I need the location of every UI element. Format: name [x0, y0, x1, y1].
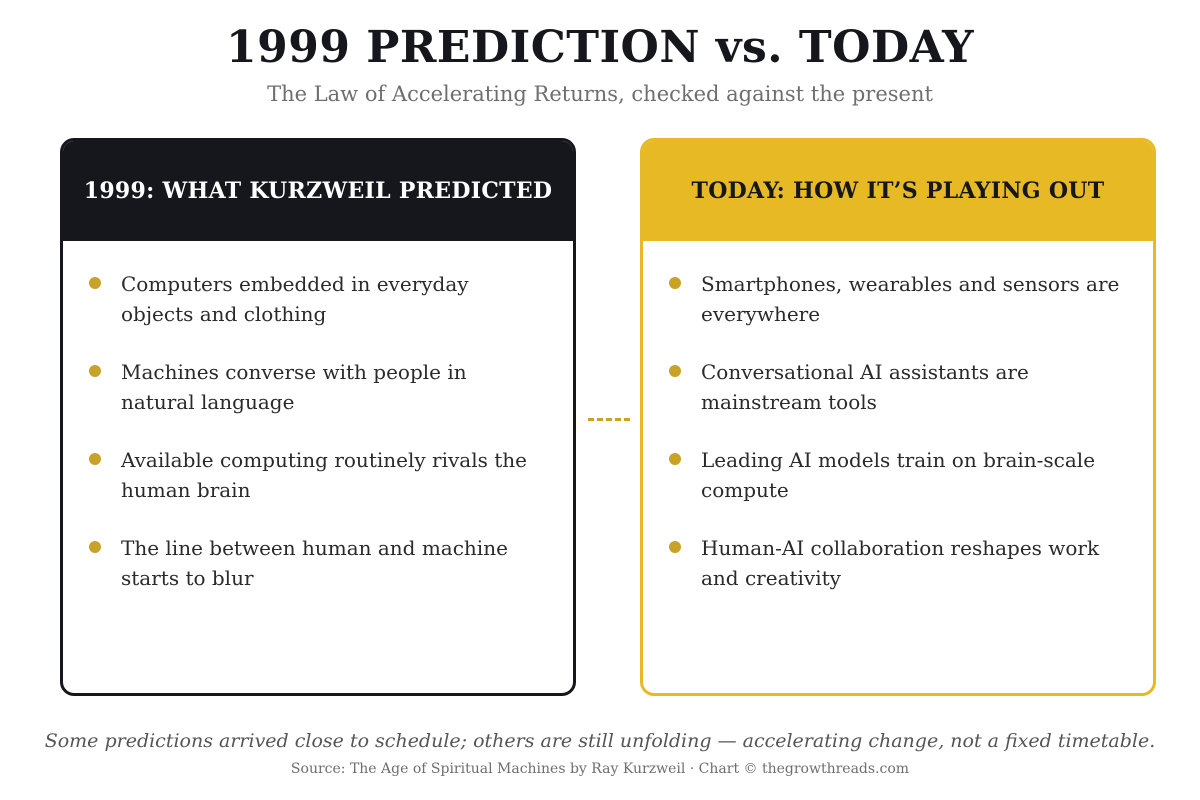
prediction-list: Computers embedded in everyday objects a… [63, 241, 573, 593]
list-item: Leading AI models train on brain-scale c… [669, 445, 1123, 505]
page-subtitle: The Law of Accelerating Returns, checked… [267, 82, 933, 106]
list-item-text: Leading AI models train on brain-scale c… [701, 448, 1096, 502]
bullet-dot-icon [669, 541, 681, 553]
list-item: The line between human and machine start… [89, 533, 543, 593]
list-item: Conversational AI assistants are mainstr… [669, 357, 1123, 417]
list-item-text: Computers embedded in everyday objects a… [121, 272, 469, 326]
list-item-text: Smartphones, wearables and sensors are e… [701, 272, 1120, 326]
prediction-card: 1999: WHAT KURZWEIL PREDICTED Computers … [60, 138, 576, 696]
today-list: Smartphones, wearables and sensors are e… [643, 241, 1153, 593]
list-item-text: Conversational AI assistants are mainstr… [701, 360, 1029, 414]
list-item: Machines converse with people in natural… [89, 357, 543, 417]
bullet-dot-icon [89, 277, 101, 289]
list-item-text: Human-AI collaboration reshapes work and… [701, 536, 1100, 590]
dashed-connector [588, 418, 630, 421]
bullet-dot-icon [89, 453, 101, 465]
bullet-dot-icon [669, 365, 681, 377]
today-card: TODAY: HOW IT’S PLAYING OUT Smartphones,… [640, 138, 1156, 696]
bullet-dot-icon [669, 277, 681, 289]
list-item: Human-AI collaboration reshapes work and… [669, 533, 1123, 593]
bullet-dot-icon [89, 541, 101, 553]
today-card-heading: TODAY: HOW IT’S PLAYING OUT [643, 141, 1153, 241]
bullet-dot-icon [669, 453, 681, 465]
list-item-text: The line between human and machine start… [121, 536, 508, 590]
page-title: 1999 PREDICTION vs. TODAY [226, 22, 974, 73]
list-item: Available computing routinely rivals the… [89, 445, 543, 505]
list-item: Computers embedded in everyday objects a… [89, 269, 543, 329]
list-item-text: Available computing routinely rivals the… [121, 448, 527, 502]
prediction-card-heading: 1999: WHAT KURZWEIL PREDICTED [63, 141, 573, 241]
source-credit: Source: The Age of Spiritual Machines by… [290, 761, 910, 777]
footnote: Some predictions arrived close to schedu… [44, 730, 1156, 752]
bullet-dot-icon [89, 365, 101, 377]
list-item-text: Machines converse with people in natural… [121, 360, 467, 414]
list-item: Smartphones, wearables and sensors are e… [669, 269, 1123, 329]
